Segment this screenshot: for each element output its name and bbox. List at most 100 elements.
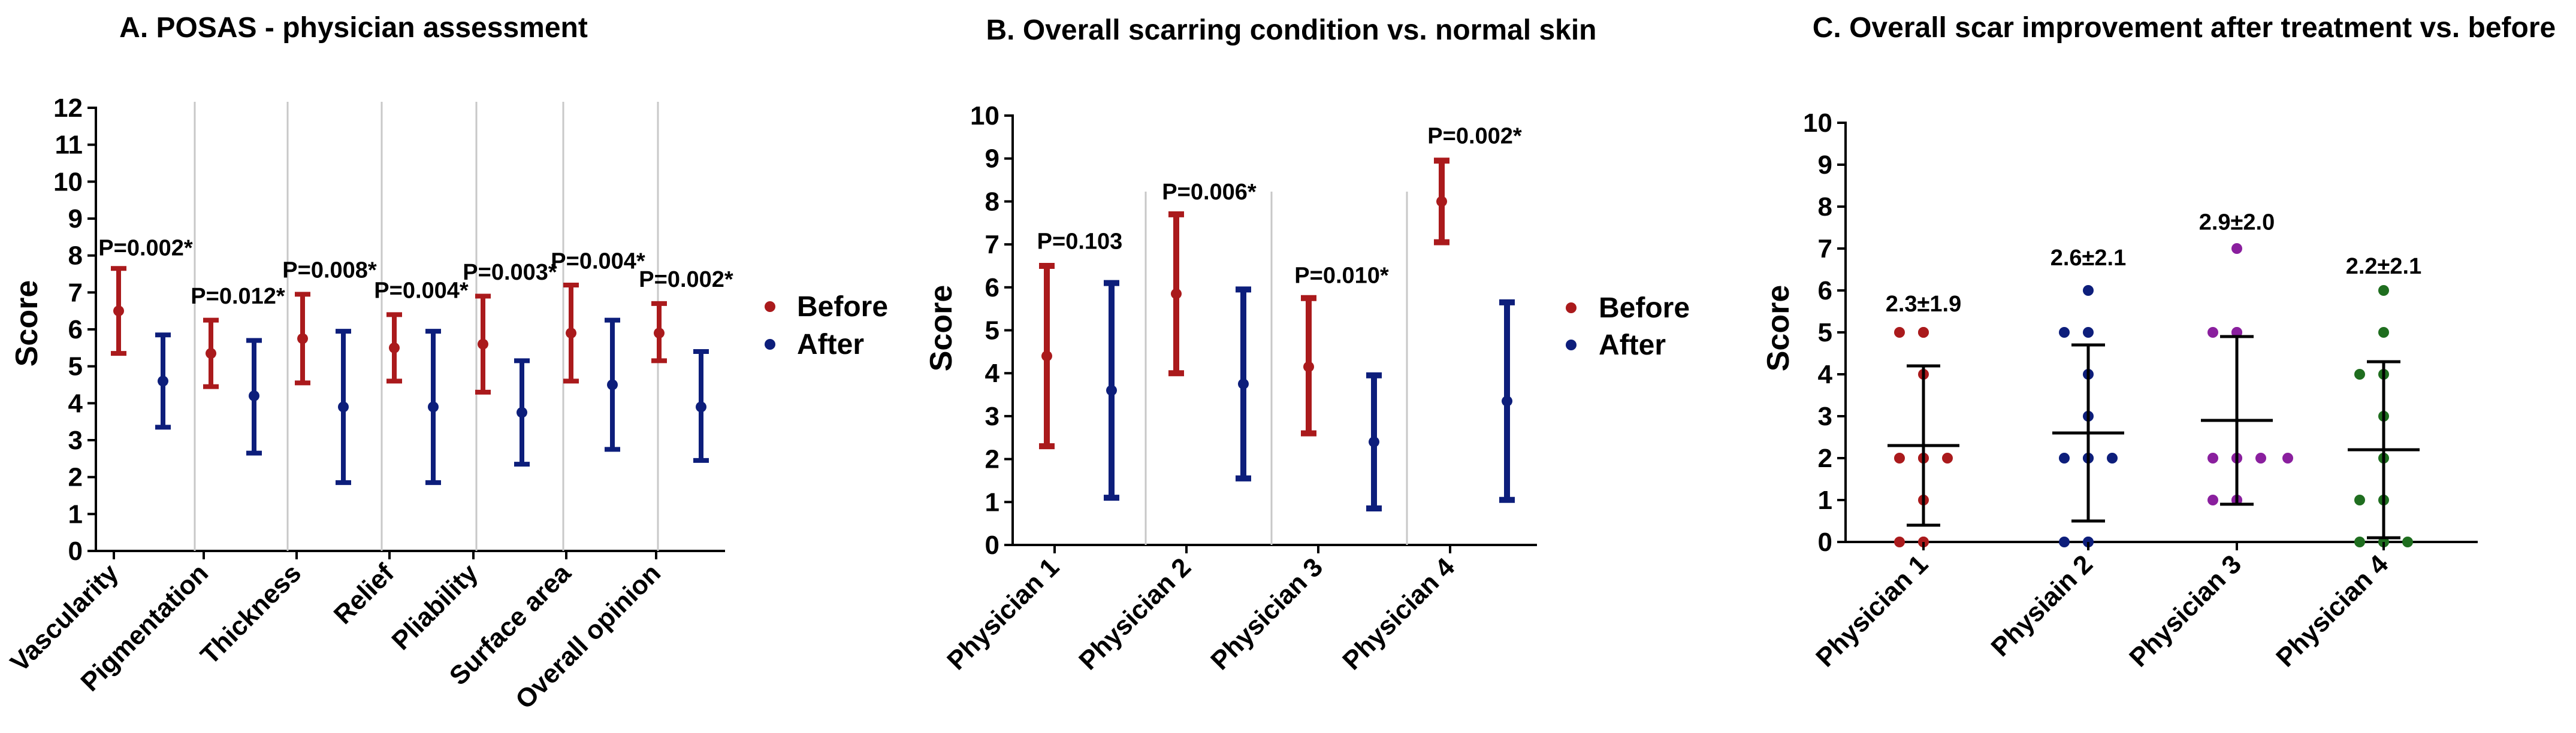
p-value-annotation: P=0.002* [639, 267, 733, 292]
mean-sd-annotation: 2.3±1.9 [1886, 292, 1962, 317]
data-point [1918, 327, 1929, 338]
data-point [1894, 327, 1905, 338]
panel-c-x-tick-label: Physician 3 [2124, 549, 2247, 673]
y-tick-label: 7 [985, 230, 999, 259]
data-point [2378, 327, 2389, 338]
p-value-annotation: P=0.012* [191, 284, 285, 309]
mean-point [1238, 378, 1249, 390]
y-tick-label: 6 [985, 273, 999, 302]
data-point [1894, 537, 1905, 547]
mean-point [478, 338, 488, 350]
p-value-annotation: P=0.004* [551, 249, 645, 274]
mean-point [113, 305, 124, 317]
data-point [1894, 453, 1905, 464]
panel-b-legend: Before After [1566, 292, 1690, 361]
data-point [2207, 453, 2218, 464]
mean-point [338, 401, 349, 413]
p-value-annotation: P=0.004* [374, 278, 469, 304]
y-tick-label: 5 [1818, 318, 1832, 347]
y-tick-label: 5 [985, 316, 999, 346]
data-point [2207, 327, 2218, 338]
panel-b-y-axis-label: Score [924, 285, 959, 372]
y-tick-label: 7 [68, 278, 83, 307]
legend-label-before: Before [797, 291, 888, 323]
y-tick-label: 2 [1818, 444, 1832, 473]
p-value-annotation: P=0.008* [282, 258, 377, 283]
data-point [2059, 453, 2070, 464]
mean-point [158, 375, 168, 387]
panel-b-x-tick-label: Physician 4 [1337, 552, 1460, 676]
data-point [2354, 537, 2365, 547]
mean-point [297, 333, 308, 344]
data-point [2255, 453, 2266, 464]
y-tick-label: 2 [68, 463, 83, 492]
data-point [2354, 495, 2365, 505]
data-point [2059, 327, 2070, 338]
panel-b-x-tick-label: Physician 3 [1205, 552, 1328, 676]
panel-b-x-tick-label: Physician 2 [1073, 552, 1197, 676]
p-value-annotation: P=0.010* [1294, 263, 1389, 289]
data-point [2083, 327, 2094, 338]
mean-point [654, 328, 665, 339]
panel-a-x-tick-label: Thickness [195, 558, 307, 670]
data-point [2059, 537, 2070, 547]
data-point [2378, 285, 2389, 296]
y-tick-label: 11 [55, 131, 83, 160]
mean-point [389, 342, 400, 353]
legend-marker-after [1566, 340, 1577, 350]
legend-marker-before [765, 301, 775, 312]
mean-point [1436, 196, 1447, 207]
mean-point [566, 328, 576, 339]
y-tick-label: 0 [985, 531, 999, 560]
panel-c-x-tick-label: Physician 1 [1810, 549, 1934, 673]
y-tick-label: 6 [1818, 276, 1832, 305]
y-tick-label: 10 [53, 167, 83, 196]
y-tick-label: 4 [985, 359, 1000, 388]
legend-marker-before [1566, 302, 1577, 313]
y-tick-label: 3 [1818, 402, 1832, 431]
mean-point [1502, 395, 1512, 407]
p-value-annotation: P=0.002* [98, 236, 193, 261]
y-tick-label: 1 [1818, 486, 1832, 515]
p-value-annotation: P=0.006* [1162, 180, 1257, 205]
y-tick-label: 6 [68, 315, 83, 344]
panel-c-x-tick-label: Physiain 2 [1986, 549, 2099, 662]
mean-point [517, 407, 527, 418]
mean-point [1369, 436, 1379, 447]
p-value-annotation: P=0.002* [1427, 124, 1522, 149]
legend-label-after: After [797, 329, 864, 361]
mean-point [1106, 384, 1117, 396]
mean-point [1171, 288, 1182, 299]
y-tick-label: 3 [68, 426, 83, 455]
data-point [2354, 369, 2365, 380]
panel-c-x-tick-label: Physician 4 [2270, 549, 2394, 673]
mean-sd-annotation: 2.2±2.1 [2346, 254, 2422, 279]
mean-point [696, 401, 706, 413]
legend-label-before: Before [1599, 292, 1690, 324]
mean-point [1303, 361, 1314, 372]
data-point [1942, 453, 1953, 464]
y-tick-label: 9 [68, 204, 83, 234]
y-tick-label: 3 [985, 402, 999, 431]
mean-sd-annotation: 2.9±2.0 [2199, 210, 2275, 235]
y-tick-label: 12 [53, 93, 83, 123]
y-tick-label: 4 [1818, 360, 1833, 389]
panel-b-x-tick-label: Physician 1 [941, 552, 1065, 676]
mean-point [1041, 350, 1052, 362]
legend-label-after: After [1599, 329, 1666, 361]
y-tick-label: 9 [1818, 150, 1832, 180]
panel-a-y-axis-label: Score [10, 280, 44, 367]
y-tick-label: 10 [1803, 108, 1832, 138]
y-tick-label: 10 [970, 101, 999, 131]
legend-marker-after [765, 339, 775, 350]
mean-point [607, 379, 618, 390]
y-tick-label: 0 [68, 537, 83, 566]
y-tick-label: 9 [985, 144, 999, 174]
panel-c-title: C. Overall scar improvement after treatm… [1813, 12, 2556, 44]
data-point [2207, 495, 2218, 505]
y-tick-label: 2 [985, 445, 999, 474]
y-tick-label: 0 [1818, 528, 1832, 557]
y-tick-label: 8 [1818, 192, 1832, 222]
data-point [2282, 453, 2293, 464]
